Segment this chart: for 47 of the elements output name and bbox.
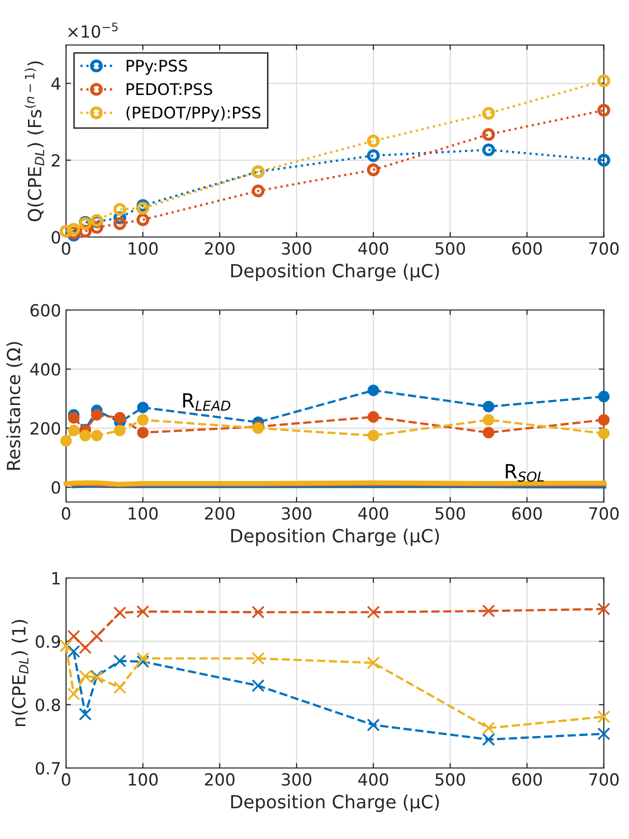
x-tick-label: 400 xyxy=(358,507,388,520)
x-tick-label: 700 xyxy=(589,242,619,255)
annotation: R$_{SOL}$ xyxy=(506,464,544,482)
x-tick-label: 300 xyxy=(282,507,312,520)
x-tick-label: 600 xyxy=(512,773,542,786)
x-tick-label: 600 xyxy=(512,507,542,520)
y-tick-label: 600 xyxy=(30,304,60,317)
y-axis-title: Resistance (Ω) xyxy=(6,342,22,470)
y-tick-label: 4 xyxy=(51,78,60,90)
x-tick-label: 0 xyxy=(62,773,70,786)
y-axis-title: n(CPE$_{DL}$) (1) xyxy=(12,620,28,726)
y-tick-label: 1 xyxy=(52,572,60,584)
y-tick-label: 0 xyxy=(52,481,60,494)
x-tick-label: 0 xyxy=(62,507,70,520)
y-tick-label: 400 xyxy=(30,363,60,376)
x-tick-label: 500 xyxy=(436,507,465,520)
x-tick-label: 400 xyxy=(358,773,388,786)
x-axis-title: Deposition Charge (µC) xyxy=(231,794,439,812)
legend-label: PEDOT:PSS xyxy=(126,83,212,96)
x-tick-label: 200 xyxy=(205,242,234,255)
x-tick-label: 300 xyxy=(282,773,312,786)
y-tick-label: 0.8 xyxy=(36,698,60,712)
x-tick-label: 100 xyxy=(128,242,158,255)
x-tick-label: 100 xyxy=(128,773,158,786)
x-tick-label: 300 xyxy=(282,242,312,255)
legend-label: PPy:PSS xyxy=(126,60,188,75)
y-tick-label: 0.7 xyxy=(36,762,60,775)
x-tick-label: 100 xyxy=(128,507,158,520)
text: ×10$^{−5}$ xyxy=(68,22,118,38)
x-tick-label: 200 xyxy=(205,507,234,520)
y-tick-label: 200 xyxy=(30,422,60,435)
x-tick-label: 400 xyxy=(358,242,388,255)
legend-label: (PEDOT/PPy):PSS xyxy=(126,106,260,122)
x-tick-label: 700 xyxy=(589,507,619,520)
annotation: R$_{LEAD}$ xyxy=(183,393,230,411)
y-tick-label: 2 xyxy=(52,154,60,167)
x-axis-title: Deposition Charge (µC) xyxy=(231,264,439,282)
y-tick-label: 0 xyxy=(52,230,60,244)
x-axis-title: Deposition Charge (µC) xyxy=(231,528,439,546)
y-axis-title: Q(CPE$_{DL}$) (Fs$^{(n−1)}$) xyxy=(24,61,44,222)
x-tick-label: 200 xyxy=(205,773,234,786)
x-tick-label: 0 xyxy=(62,242,70,255)
x-tick-label: 700 xyxy=(589,773,619,786)
x-tick-label: 600 xyxy=(512,242,542,255)
x-tick-label: 500 xyxy=(436,773,465,786)
x-tick-label: 500 xyxy=(436,242,465,255)
y-tick-label: 0.9 xyxy=(36,635,60,648)
